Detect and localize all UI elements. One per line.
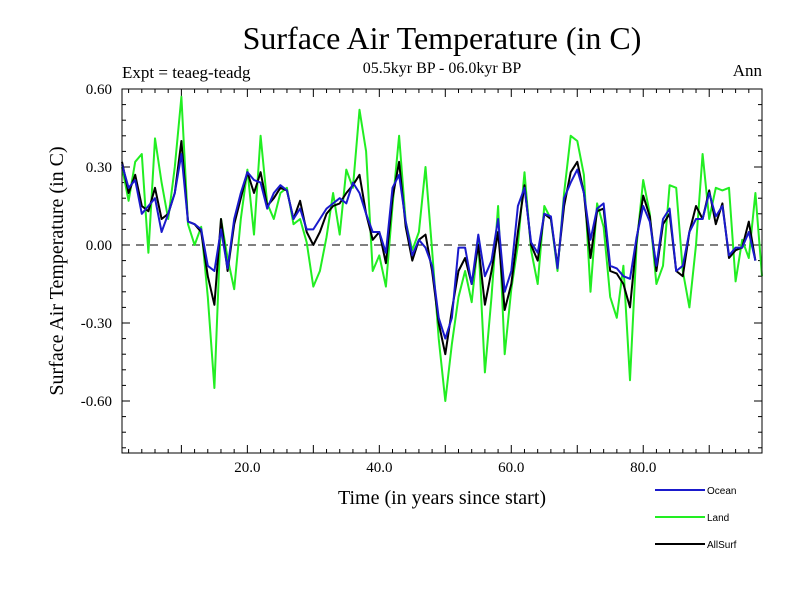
legend-label-allsurf: AllSurf	[707, 540, 737, 551]
y-tick-label: 0.30	[86, 160, 112, 176]
x-axis-label: Time (in years since start)	[338, 487, 546, 509]
y-tick-label: -0.30	[81, 316, 112, 332]
period-label: Ann	[733, 61, 763, 80]
y-tick-label: 0.00	[86, 238, 112, 254]
legend-label-land: Land	[707, 513, 729, 524]
tick-labels: 20.0 40.0 60.0 80.0 0.60 0.30 0.00 -0.30 -0.60	[81, 82, 657, 476]
legend: Ocean Land AllSurf	[655, 486, 737, 551]
plot-frame	[121, 88, 763, 454]
x-tick-label: 20.0	[234, 460, 260, 476]
x-tick-label: 80.0	[630, 460, 656, 476]
expt-label: Expt = teaeg-teadg	[122, 63, 251, 82]
chart-title: Surface Air Temperature (in C)	[243, 20, 642, 56]
x-tick-label: 60.0	[498, 460, 524, 476]
series-line-ocean	[121, 153, 757, 340]
series-line-allsurf	[121, 140, 757, 356]
x-tick-label: 40.0	[366, 460, 392, 476]
legend-label-ocean: Ocean	[707, 486, 736, 497]
y-axis-label: Surface Air Temperature (in C)	[46, 146, 68, 395]
y-tick-label: -0.60	[81, 394, 112, 410]
series-lines	[121, 95, 763, 402]
chart-subtitle: 05.5kyr BP - 06.0kyr BP	[363, 60, 522, 77]
y-tick-label: 0.60	[86, 82, 112, 98]
